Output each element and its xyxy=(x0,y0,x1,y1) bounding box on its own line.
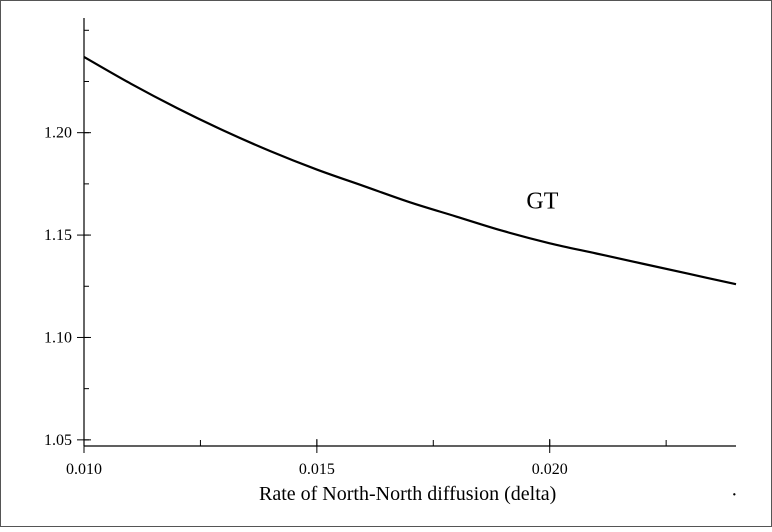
x-axis-label: Rate of North-North diffusion (delta) xyxy=(259,483,556,505)
x-tick-label: 0.020 xyxy=(532,461,568,478)
tick-labels: 0.010 0.015 0.020 1.05 1.10 1.15 1.20 xyxy=(44,125,568,478)
series-line-gt xyxy=(83,55,737,286)
x-tick-label: 0.015 xyxy=(299,461,335,478)
y-tick-label: 1.05 xyxy=(44,432,72,449)
series-group xyxy=(83,55,737,286)
series-label-gt: GT xyxy=(526,188,558,214)
axes xyxy=(83,18,736,447)
tick-marks xyxy=(77,29,667,453)
y-tick-label: 1.10 xyxy=(44,329,72,346)
stray-dot: · xyxy=(731,484,738,506)
y-tick-label: 1.20 xyxy=(44,125,72,142)
x-tick-label: 0.010 xyxy=(66,461,102,478)
annotations: GT xyxy=(526,188,558,214)
y-tick-label: 1.15 xyxy=(44,227,72,244)
